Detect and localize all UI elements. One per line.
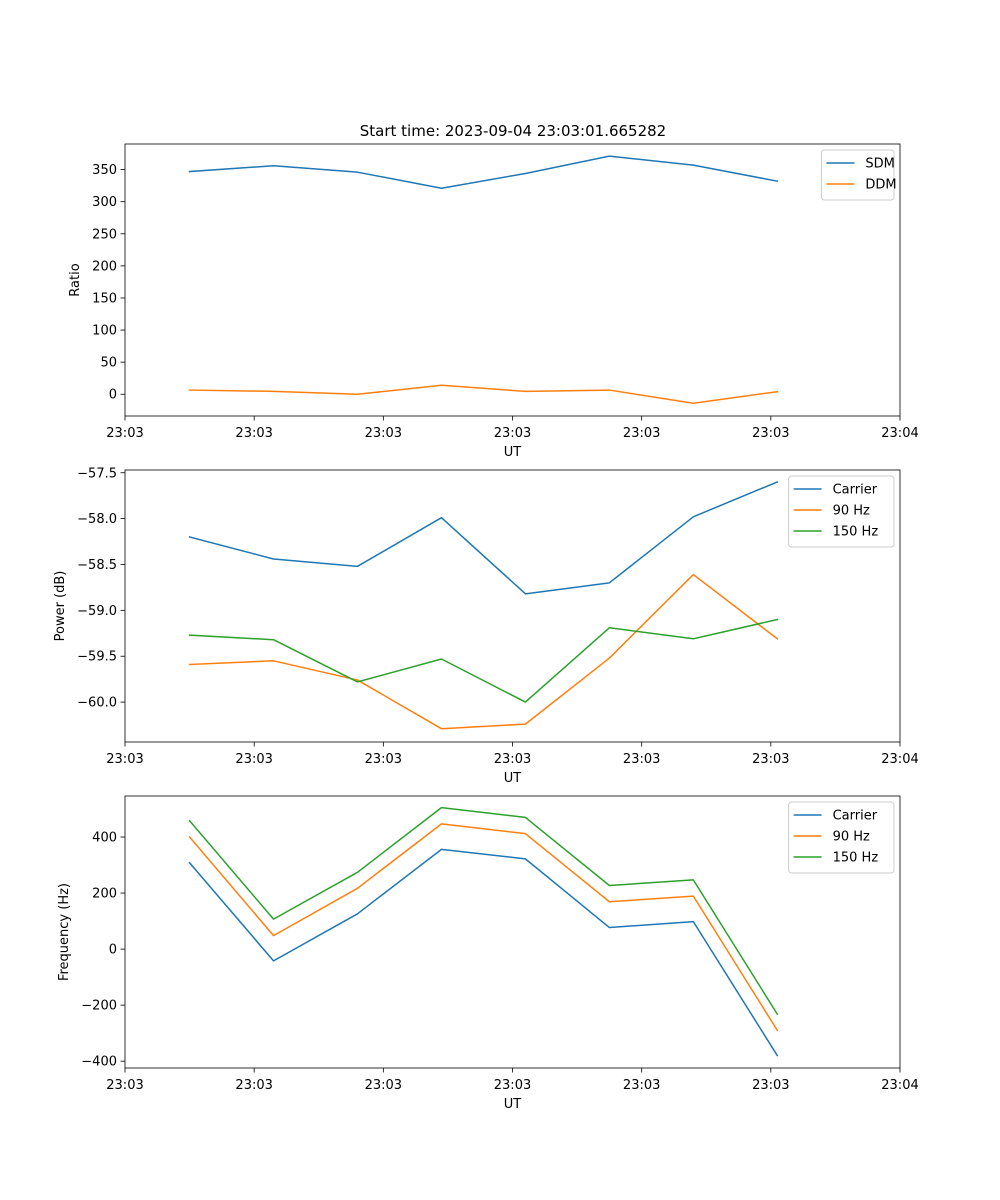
y-tick-label: 150 bbox=[92, 291, 117, 306]
x-tick-label: 23:03 bbox=[365, 1078, 402, 1093]
legend-label-90-hz: 90 Hz bbox=[833, 504, 870, 519]
series-line-carrier bbox=[188, 848, 779, 1057]
x-tick-label: 23:03 bbox=[235, 1078, 272, 1093]
y-tick-label: −400 bbox=[81, 1055, 117, 1070]
y-tick-label: −58.0 bbox=[77, 512, 117, 527]
x-tick-label: 23:03 bbox=[365, 752, 402, 767]
x-tick-label: 23:03 bbox=[494, 1078, 531, 1093]
x-axis-label: UT bbox=[504, 1097, 522, 1112]
legend-label-carrier: Carrier bbox=[833, 483, 878, 498]
x-tick-label: 23:03 bbox=[106, 1078, 143, 1093]
x-tick-label: 23:04 bbox=[881, 1078, 918, 1093]
x-tick-label: 23:04 bbox=[881, 752, 918, 767]
legend-label-150-hz: 150 Hz bbox=[833, 525, 879, 540]
y-tick-label: 0 bbox=[109, 388, 117, 403]
series-line-ddm bbox=[188, 384, 779, 404]
x-tick-label: 23:03 bbox=[235, 752, 272, 767]
x-tick-label: 23:03 bbox=[494, 426, 531, 441]
power-subplot: 23:03 23:03 23:03 23:03 23:03 23:03 23:04 −60.0… bbox=[53, 466, 919, 786]
x-axis-label: UT bbox=[504, 771, 522, 786]
y-tick-label: 200 bbox=[92, 887, 117, 902]
x-axis-label: UT bbox=[504, 445, 522, 460]
x-tick-label: 23:03 bbox=[365, 426, 402, 441]
x-tick-label: 23:03 bbox=[494, 752, 531, 767]
x-tick-label: 23:03 bbox=[752, 1078, 789, 1093]
x-tick-label: 23:03 bbox=[106, 426, 143, 441]
x-tick-label: 23:03 bbox=[752, 426, 789, 441]
series-line-carrier bbox=[188, 480, 779, 595]
y-tick-label: 300 bbox=[92, 195, 117, 210]
y-tick-label: 100 bbox=[92, 324, 117, 339]
legend-box bbox=[788, 801, 895, 874]
legend-label-90-hz: 90 Hz bbox=[833, 830, 870, 845]
x-tick-label: 23:04 bbox=[881, 426, 918, 441]
series-line-150-hz bbox=[188, 806, 779, 1016]
x-tick-label: 23:03 bbox=[623, 1078, 660, 1093]
y-axis-label: Ratio bbox=[68, 263, 83, 296]
y-tick-label: 50 bbox=[100, 356, 117, 371]
x-tick-label: 23:03 bbox=[623, 426, 660, 441]
series-line-90-hz bbox=[188, 573, 779, 730]
y-tick-label: 400 bbox=[92, 831, 117, 846]
legend: Carrier 90 Hz 150 Hz bbox=[788, 475, 895, 548]
series-line-150-hz bbox=[188, 618, 779, 703]
y-tick-label: 0 bbox=[109, 943, 117, 958]
x-tick-label: 23:03 bbox=[623, 752, 660, 767]
figure-title: Start time: 2023-09-04 23:03:01.665282 bbox=[360, 122, 666, 140]
y-axis-label: Frequency (Hz) bbox=[57, 883, 72, 981]
frequency-subplot: 23:03 23:03 23:03 23:03 23:03 23:03 23:04 −400 −… bbox=[57, 795, 919, 1112]
ratio-subplot: 23:03 23:03 23:03 23:03 23:03 23:03 23:04 0 50 10… bbox=[68, 143, 919, 460]
y-tick-label: 200 bbox=[92, 259, 117, 274]
y-axis-label: Power (dB) bbox=[53, 571, 68, 642]
x-tick-label: 23:03 bbox=[752, 752, 789, 767]
y-tick-label: −59.5 bbox=[77, 650, 117, 665]
y-tick-label: −60.0 bbox=[77, 696, 117, 711]
x-tick-label: 23:03 bbox=[106, 752, 143, 767]
y-tick-label: −59.0 bbox=[77, 604, 117, 619]
legend: SDM DDM bbox=[820, 149, 897, 201]
y-tick-label: −57.5 bbox=[77, 466, 117, 481]
series-line-sdm bbox=[188, 155, 779, 189]
legend-box bbox=[788, 475, 895, 548]
y-tick-label: −58.5 bbox=[77, 558, 117, 573]
y-tick-label: 350 bbox=[92, 163, 117, 178]
series-line-90-hz bbox=[188, 823, 779, 1032]
legend-label-sdm: SDM bbox=[865, 157, 894, 172]
legend: Carrier 90 Hz 150 Hz bbox=[788, 801, 895, 874]
legend-label-carrier: Carrier bbox=[833, 809, 878, 824]
x-tick-label: 23:03 bbox=[235, 426, 272, 441]
y-tick-label: 250 bbox=[92, 227, 117, 242]
legend-label-150-hz: 150 Hz bbox=[833, 851, 879, 866]
legend-label-ddm: DDM bbox=[865, 178, 896, 193]
y-tick-label: −200 bbox=[81, 999, 117, 1014]
